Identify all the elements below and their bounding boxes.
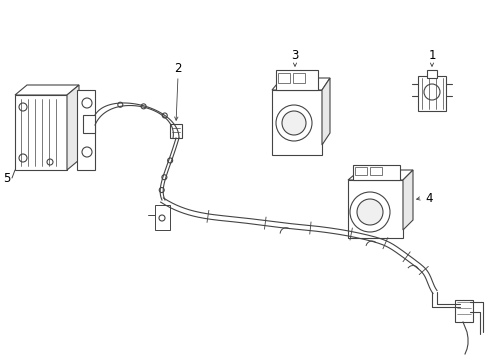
Bar xyxy=(355,167,367,175)
Circle shape xyxy=(350,192,390,232)
Circle shape xyxy=(19,103,27,111)
Bar xyxy=(278,73,290,83)
Bar xyxy=(370,167,382,175)
Bar xyxy=(170,124,182,138)
Circle shape xyxy=(276,105,312,141)
Circle shape xyxy=(141,104,146,109)
Text: 4: 4 xyxy=(425,192,433,204)
Bar xyxy=(272,90,322,155)
Text: 3: 3 xyxy=(292,49,299,62)
Bar xyxy=(348,180,403,238)
Circle shape xyxy=(47,159,53,165)
Circle shape xyxy=(424,84,440,100)
Bar xyxy=(15,95,67,170)
Polygon shape xyxy=(348,170,413,180)
Circle shape xyxy=(282,111,306,135)
Circle shape xyxy=(19,154,27,162)
Polygon shape xyxy=(67,85,79,170)
Text: 2: 2 xyxy=(174,62,182,75)
Bar xyxy=(276,70,318,90)
Circle shape xyxy=(357,199,383,225)
Circle shape xyxy=(162,175,167,180)
Polygon shape xyxy=(272,78,330,90)
Circle shape xyxy=(82,98,92,108)
Circle shape xyxy=(162,113,167,118)
Bar xyxy=(83,115,95,133)
Bar xyxy=(293,73,305,83)
Bar xyxy=(427,70,437,78)
Bar xyxy=(455,300,473,322)
Bar xyxy=(77,90,95,170)
Bar xyxy=(353,165,400,180)
Circle shape xyxy=(168,158,172,163)
Bar xyxy=(418,76,446,111)
Circle shape xyxy=(82,147,92,157)
Text: 1: 1 xyxy=(428,49,436,62)
Polygon shape xyxy=(15,85,79,95)
Text: 5: 5 xyxy=(3,171,11,185)
Polygon shape xyxy=(322,78,330,145)
Circle shape xyxy=(118,102,123,107)
Polygon shape xyxy=(403,170,413,230)
Circle shape xyxy=(159,188,164,193)
Circle shape xyxy=(159,215,165,221)
Bar xyxy=(155,205,170,230)
